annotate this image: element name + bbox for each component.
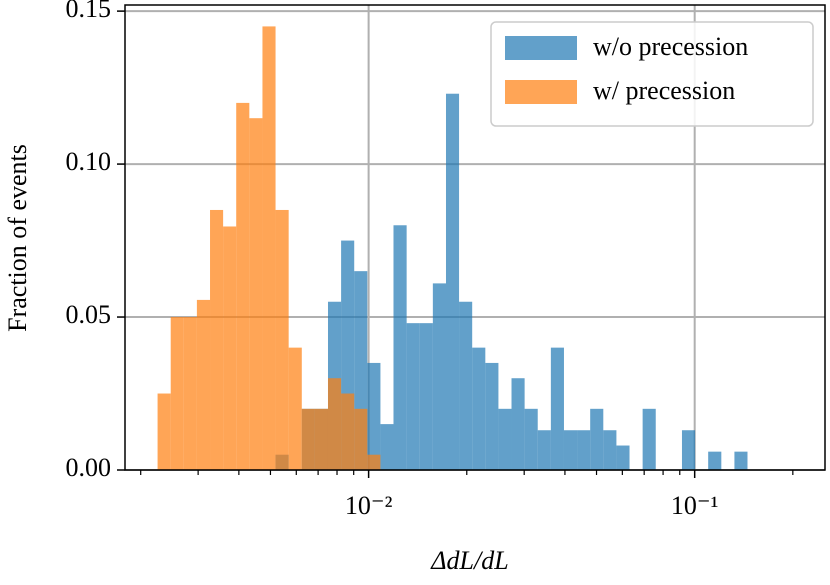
histogram-bar	[354, 408, 368, 470]
histogram-bar	[341, 393, 355, 470]
histogram-bar	[157, 393, 171, 470]
histogram-bar	[472, 347, 486, 470]
histogram-bar	[314, 408, 328, 470]
histogram-bar	[537, 430, 551, 470]
histogram-bar	[288, 347, 302, 470]
histogram-bar	[380, 424, 394, 470]
legend-swatch	[505, 36, 577, 60]
y-tick-label: 0.05	[66, 300, 112, 329]
histogram-bar	[459, 301, 473, 470]
histogram-bar	[432, 283, 446, 470]
histogram-bar	[406, 323, 420, 470]
histogram-bar	[550, 347, 564, 470]
y-tick-label: 0.00	[66, 453, 112, 482]
histogram-bar	[524, 408, 538, 470]
histogram-bar	[563, 430, 578, 470]
histogram-bar	[590, 408, 604, 470]
x-tick-label: 10⁻¹	[671, 491, 719, 520]
histogram-bar	[236, 102, 250, 470]
y-tick-label: 0.10	[66, 147, 112, 176]
histogram-bar	[419, 323, 433, 470]
legend-swatch	[505, 80, 577, 104]
histogram-bar	[577, 430, 591, 470]
histogram-bar	[275, 209, 289, 470]
y-axis-label: Fraction of events	[3, 144, 32, 332]
histogram-bar	[170, 317, 184, 470]
histogram-bar	[367, 454, 381, 470]
histogram-bar	[485, 362, 499, 470]
histogram-bar	[183, 317, 197, 470]
histogram-bar	[616, 445, 630, 470]
histogram-bar	[642, 408, 656, 470]
histogram-bar	[734, 451, 748, 470]
histogram-bar	[367, 362, 381, 470]
histogram-bar	[262, 26, 276, 470]
histogram-bar	[249, 118, 263, 470]
histogram-bar	[196, 299, 211, 470]
histogram-bar	[603, 430, 617, 470]
histogram-bar	[210, 209, 224, 470]
histogram-bar	[708, 451, 722, 470]
histogram-bar	[223, 226, 237, 470]
legend-label: w/o precession	[593, 32, 748, 61]
histogram-bar	[327, 378, 342, 470]
histogram-bar	[445, 93, 460, 470]
x-axis-label: ΔdL/dL	[430, 546, 508, 575]
histogram-bar	[393, 225, 407, 470]
x-tick-label: 10⁻²	[345, 491, 393, 520]
histogram-bar	[301, 408, 315, 470]
histogram-bar	[681, 430, 696, 470]
plot-frame	[124, 4, 826, 471]
histogram-bar	[498, 408, 512, 470]
histogram-bar	[511, 378, 525, 470]
legend-label: w/ precession	[593, 76, 735, 105]
y-tick-label: 0.15	[66, 0, 112, 23]
